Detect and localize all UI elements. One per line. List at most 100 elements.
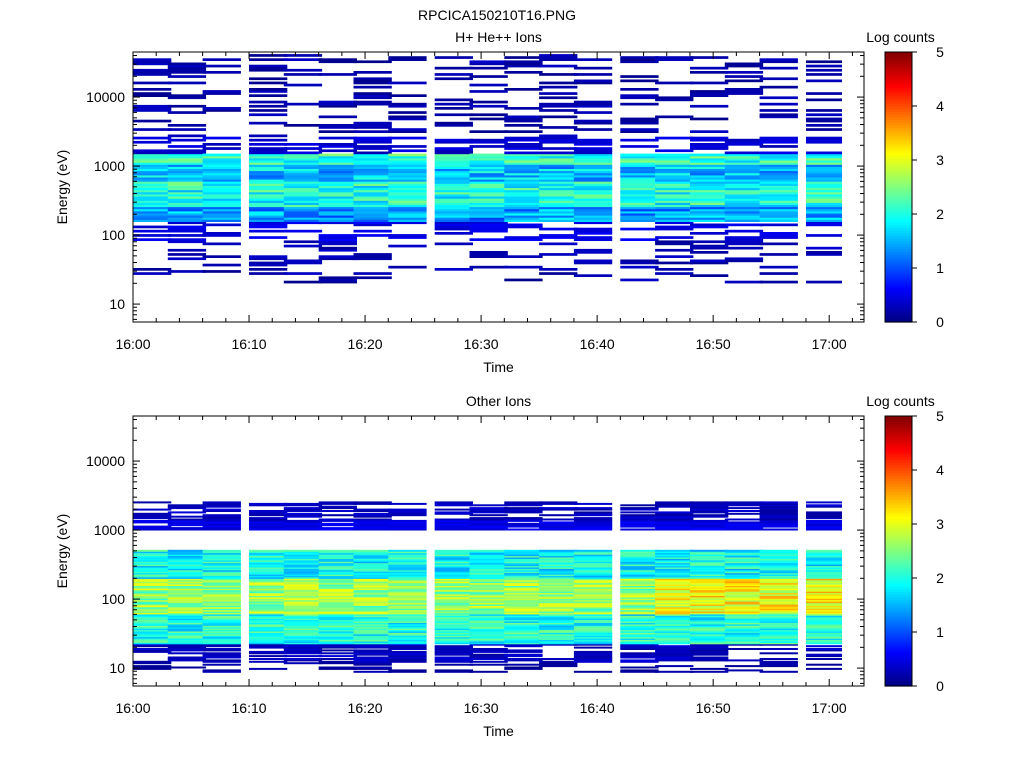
colorbar-segment — [885, 418, 912, 422]
heatmap-cell — [202, 147, 241, 150]
heatmap-cell — [283, 102, 323, 106]
heatmap-cell — [655, 504, 694, 507]
heatmap-cell — [690, 66, 729, 70]
heatmap-cell — [202, 555, 241, 558]
heatmap-cell — [573, 551, 613, 554]
heatmap-cell — [504, 608, 543, 611]
heatmap-cell — [759, 151, 798, 155]
heatmap-cell — [469, 253, 508, 256]
heatmap-cell — [690, 183, 729, 186]
heatmap-cell — [806, 514, 842, 517]
heatmap-cell — [655, 174, 694, 178]
heatmap-cell — [724, 599, 764, 602]
colorbar-segment — [885, 470, 912, 474]
heatmap-cell — [759, 559, 798, 562]
heatmap-cell — [539, 198, 578, 201]
heatmap-cell — [573, 639, 613, 642]
colorbar-tick-label: 5 — [936, 44, 944, 60]
heatmap-cell — [469, 655, 508, 658]
heatmap-cell — [388, 191, 427, 195]
heatmap-cell — [202, 176, 241, 180]
colorbar-segment — [885, 623, 912, 628]
heatmap-cell — [434, 618, 473, 621]
colorbar-segment — [885, 610, 912, 614]
heatmap-cell — [318, 198, 357, 201]
colorbar-segment — [885, 645, 912, 649]
heatmap-cell — [133, 229, 172, 233]
heatmap-cell — [504, 60, 543, 64]
heatmap-cell — [133, 140, 172, 144]
heatmap-cell — [539, 556, 578, 559]
heatmap-cell — [318, 502, 357, 505]
heatmap-cell — [318, 554, 357, 557]
heatmap-cell — [759, 552, 798, 555]
heatmap-cell — [167, 638, 207, 640]
heatmap-cell — [469, 130, 508, 133]
heatmap-cell — [388, 551, 427, 554]
heatmap-cell — [806, 210, 842, 214]
heatmap-cell — [434, 183, 473, 186]
heatmap-cell — [353, 616, 392, 619]
heatmap-cell — [202, 223, 241, 227]
heatmap-cell — [353, 598, 392, 601]
colorbar-segment — [885, 456, 912, 460]
heatmap-cell — [202, 582, 241, 585]
colorbar-segment — [885, 483, 912, 487]
colorbar-segment — [885, 683, 912, 687]
heatmap-cell — [388, 111, 427, 114]
heatmap-cell — [249, 212, 288, 216]
heatmap-cell — [655, 185, 694, 189]
heatmap-cell — [759, 613, 798, 616]
heatmap-cell — [504, 569, 543, 572]
heatmap-cell — [724, 648, 764, 650]
heatmap-cell — [318, 579, 357, 582]
heatmap-cell — [133, 606, 172, 609]
heatmap-cell — [388, 130, 427, 133]
x-tick-label: 16:50 — [696, 336, 731, 352]
heatmap-cell — [655, 198, 694, 201]
heatmap-cell — [690, 136, 729, 140]
heatmap-cell — [724, 168, 764, 172]
colorbar-segment — [885, 222, 912, 226]
heatmap-cell — [133, 92, 172, 95]
heatmap-cell — [434, 138, 473, 142]
heatmap-cell — [504, 117, 543, 121]
heatmap-cell — [353, 179, 392, 182]
heatmap-cell — [318, 667, 357, 670]
heatmap-cell — [655, 525, 694, 528]
heatmap-cell — [759, 561, 798, 564]
heatmap-cell — [690, 575, 729, 578]
heatmap-cell — [759, 504, 798, 507]
heatmap-cell — [434, 635, 473, 638]
heatmap-cell — [806, 185, 842, 189]
heatmap-cell — [318, 566, 357, 569]
heatmap-cell — [806, 198, 842, 201]
heatmap-cell — [539, 592, 578, 595]
heatmap-cell — [539, 625, 578, 628]
heatmap-cell — [759, 528, 798, 531]
heatmap-cell — [167, 623, 207, 626]
heatmap-cell — [620, 507, 659, 510]
colorbar-segment — [885, 295, 912, 299]
heatmap-cell — [469, 522, 508, 525]
heatmap-cell — [133, 605, 172, 608]
heatmap-cell — [539, 566, 578, 569]
heatmap-cell — [434, 157, 473, 161]
heatmap-cell — [388, 206, 427, 210]
heatmap-cell — [202, 508, 241, 511]
heatmap-cell — [573, 183, 613, 186]
heatmap-cell — [573, 565, 613, 568]
heatmap-cell — [469, 556, 508, 559]
heatmap-cell — [318, 584, 357, 586]
heatmap-cell — [353, 632, 392, 635]
heatmap-cell — [249, 602, 288, 605]
heatmap-cell — [249, 655, 288, 658]
heatmap-cell — [434, 179, 473, 182]
heatmap-cell — [539, 565, 578, 568]
heatmap-cell — [724, 571, 764, 574]
heatmap-cell — [469, 638, 508, 640]
heatmap-cell — [434, 625, 473, 628]
heatmap-cell — [202, 202, 241, 205]
heatmap-cell — [283, 58, 323, 61]
heatmap-cell — [469, 183, 508, 186]
